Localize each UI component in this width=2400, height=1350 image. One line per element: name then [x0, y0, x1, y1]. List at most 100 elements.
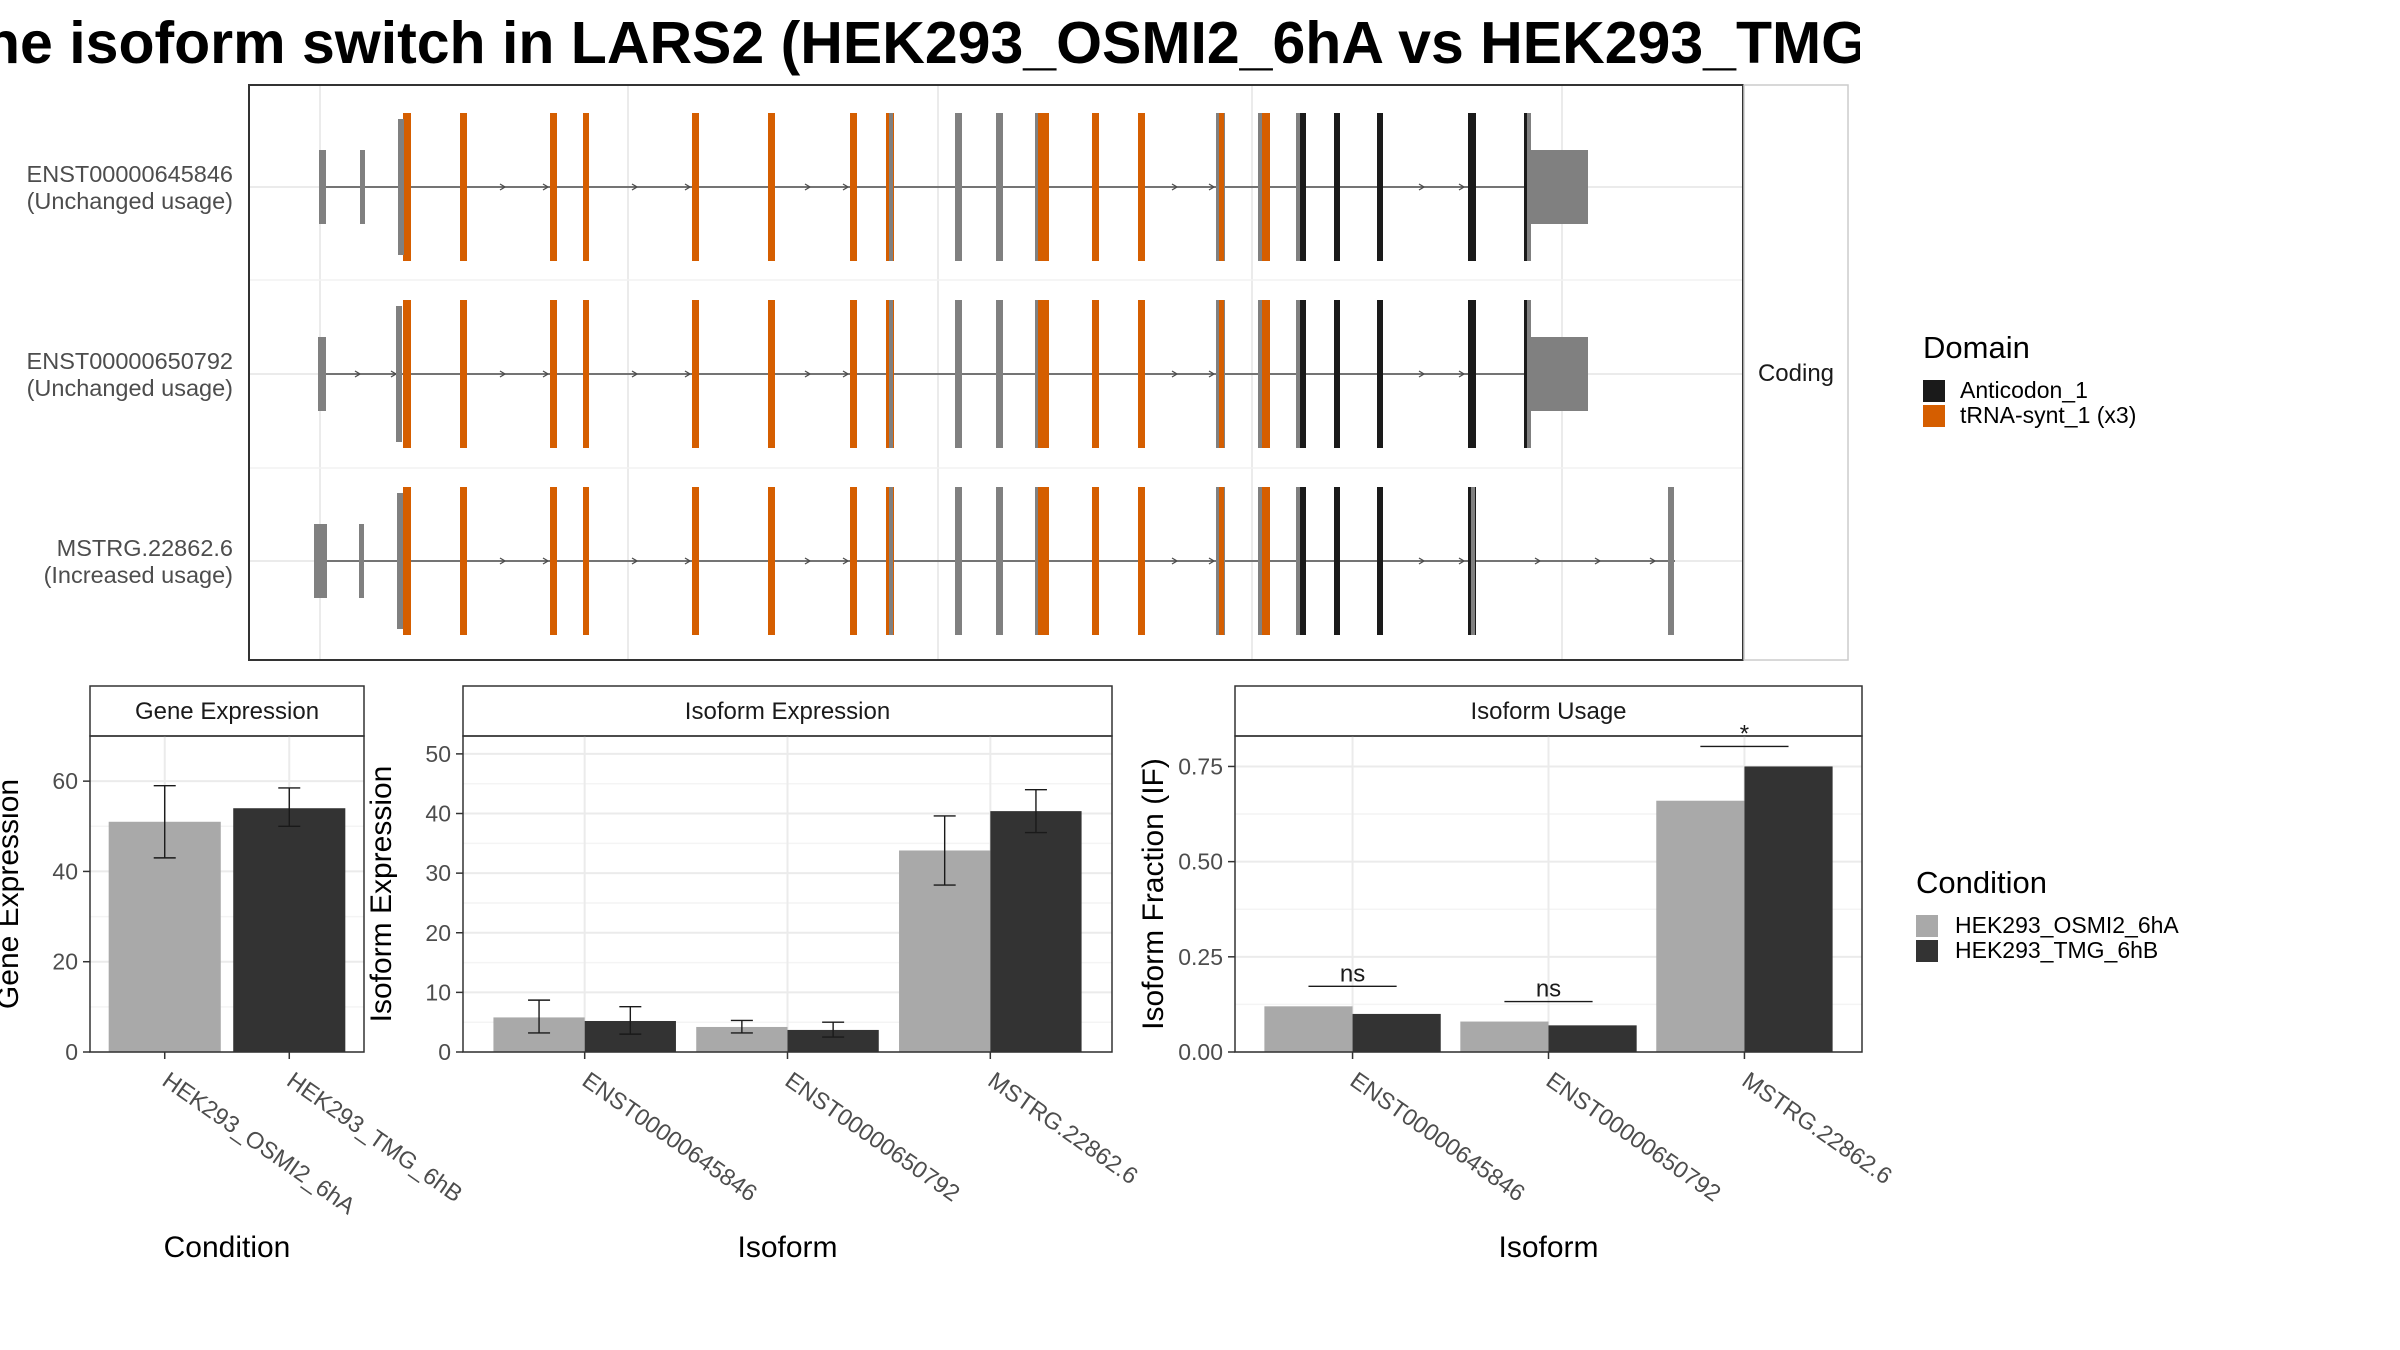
transcript-usage-label: (Unchanged usage) [27, 375, 233, 401]
exon-anti [1334, 300, 1340, 448]
transcript-usage-label: (Unchanged usage) [27, 188, 233, 214]
intron-direction-arrow [499, 183, 507, 191]
chart1-ytick-label: 0 [65, 1039, 78, 1065]
chart3-ytick-label: 0.75 [1178, 753, 1223, 779]
chart1-bar [233, 808, 346, 1052]
intron-direction-arrow [542, 370, 550, 378]
chart2-xtick-label: ENST00000650792 [781, 1067, 965, 1207]
chart3-strip [1234, 685, 1863, 737]
facet-strip-label: Coding [1758, 360, 1834, 387]
intron-direction-arrow [684, 183, 692, 191]
facet-strip [1743, 84, 1849, 661]
chart3-xtick-label: ENST00000645846 [1346, 1067, 1530, 1207]
chart3-bar [1548, 1025, 1637, 1052]
exon-trna [583, 113, 589, 261]
intron-direction-arrow [684, 370, 692, 378]
exon-trna [550, 487, 557, 635]
condition-legend-title: Condition [1916, 865, 2047, 900]
exon-trna [1262, 487, 1270, 635]
exon-trna [768, 487, 775, 635]
chart3-xlabel: Isoform [1498, 1231, 1598, 1264]
chart3-title: Isoform Usage [1470, 698, 1626, 725]
intron-direction-arrow [842, 557, 850, 565]
intron-direction-arrow [1208, 370, 1216, 378]
exon-anti [1377, 300, 1383, 448]
transcript-name-label: ENST00000650792 [27, 348, 233, 374]
exon-trna [550, 300, 557, 448]
exon-anti [1300, 487, 1306, 635]
main-title: he isoform switch in LARS2 (HEK293_OSMI2… [0, 0, 1860, 80]
condition-legend-label: HEK293_TMG_6hB [1955, 937, 2158, 963]
exon-trna [1219, 113, 1224, 261]
chart1-ytick-label: 60 [52, 768, 78, 794]
chart2-ylabel: Isoform Expression [365, 766, 398, 1023]
chart2-strip [462, 685, 1113, 737]
chart3-significance-label: ns [1340, 960, 1365, 987]
chart1-xlabel: Condition [164, 1231, 291, 1264]
exon-trna [1138, 487, 1145, 635]
chart2-ytick-label: 50 [425, 741, 451, 767]
chart1-ytick-label: 40 [52, 858, 78, 884]
exon-trna [1092, 300, 1099, 448]
chart2-errorbar [730, 1019, 753, 1034]
condition-legend-swatch [1916, 940, 1938, 962]
chart3-significance-label: * [1740, 720, 1749, 747]
exon-grey [996, 113, 1003, 261]
exon-grey [318, 337, 326, 411]
chart3-xtick-label: ENST00000650792 [1542, 1067, 1726, 1207]
exon-anti [1334, 113, 1340, 261]
exon-trna [692, 113, 699, 261]
intron-direction-arrow [1458, 183, 1466, 191]
exon-trna [1262, 300, 1270, 448]
intron-direction-arrow [842, 183, 850, 191]
intron-direction-arrow [684, 557, 692, 565]
exon-trna [850, 487, 857, 635]
chart1-errorbar [153, 784, 176, 859]
exon-grey [955, 300, 962, 448]
intron-direction-arrow [1208, 557, 1216, 565]
chart3-ytick-label: 0.50 [1178, 849, 1223, 875]
exon-trna [692, 487, 699, 635]
exon-trna [1138, 300, 1145, 448]
chart2-ytick-label: 20 [425, 920, 451, 946]
chart2-title: Isoform Expression [685, 698, 890, 725]
exon-grey [955, 113, 962, 261]
chart2-bar [990, 811, 1082, 1052]
exon-trna [583, 300, 589, 448]
chart3-xtick-label: MSTRG.22862.6 [1738, 1067, 1897, 1189]
intron-direction-arrow [842, 370, 850, 378]
exon-trna [460, 300, 467, 448]
chart1-title: Gene Expression [135, 698, 319, 725]
exon-grey [1530, 150, 1588, 224]
exon-grey [398, 119, 404, 255]
chart1-strip [89, 685, 365, 737]
exon-trna [1262, 113, 1270, 261]
intron-direction-arrow [1171, 183, 1179, 191]
exon-grey [314, 524, 327, 598]
chart2-ytick-label: 10 [425, 979, 451, 1005]
intron-direction-arrow [1418, 557, 1426, 565]
exon-grey [359, 524, 364, 598]
transcript-track-3 [314, 487, 1675, 635]
exon-grey [955, 487, 962, 635]
intron-direction-arrow [542, 557, 550, 565]
intron-direction-arrow [804, 183, 812, 191]
exon-trna [850, 113, 857, 261]
intron-direction-arrow [631, 557, 639, 565]
intron-direction-arrow [542, 183, 550, 191]
main-title-text: he isoform switch in LARS2 (HEK293_OSMI2… [0, 10, 1860, 76]
exon-grey [360, 150, 365, 224]
chart2-xlabel: Isoform [737, 1231, 837, 1264]
transcript-track-2 [318, 300, 1588, 448]
intron-direction-arrow [631, 370, 639, 378]
domain-legend-label: Anticodon_1 [1960, 377, 2088, 403]
chart2-errorbar [528, 999, 551, 1034]
exon-grey [397, 493, 403, 629]
chart2-errorbar [619, 1005, 642, 1035]
chart2-ytick-label: 40 [425, 801, 451, 827]
intron-direction-arrow [499, 557, 507, 565]
chart2-ytick-label: 30 [425, 860, 451, 886]
exon-grey [319, 150, 326, 224]
exon-trna [1038, 300, 1049, 448]
